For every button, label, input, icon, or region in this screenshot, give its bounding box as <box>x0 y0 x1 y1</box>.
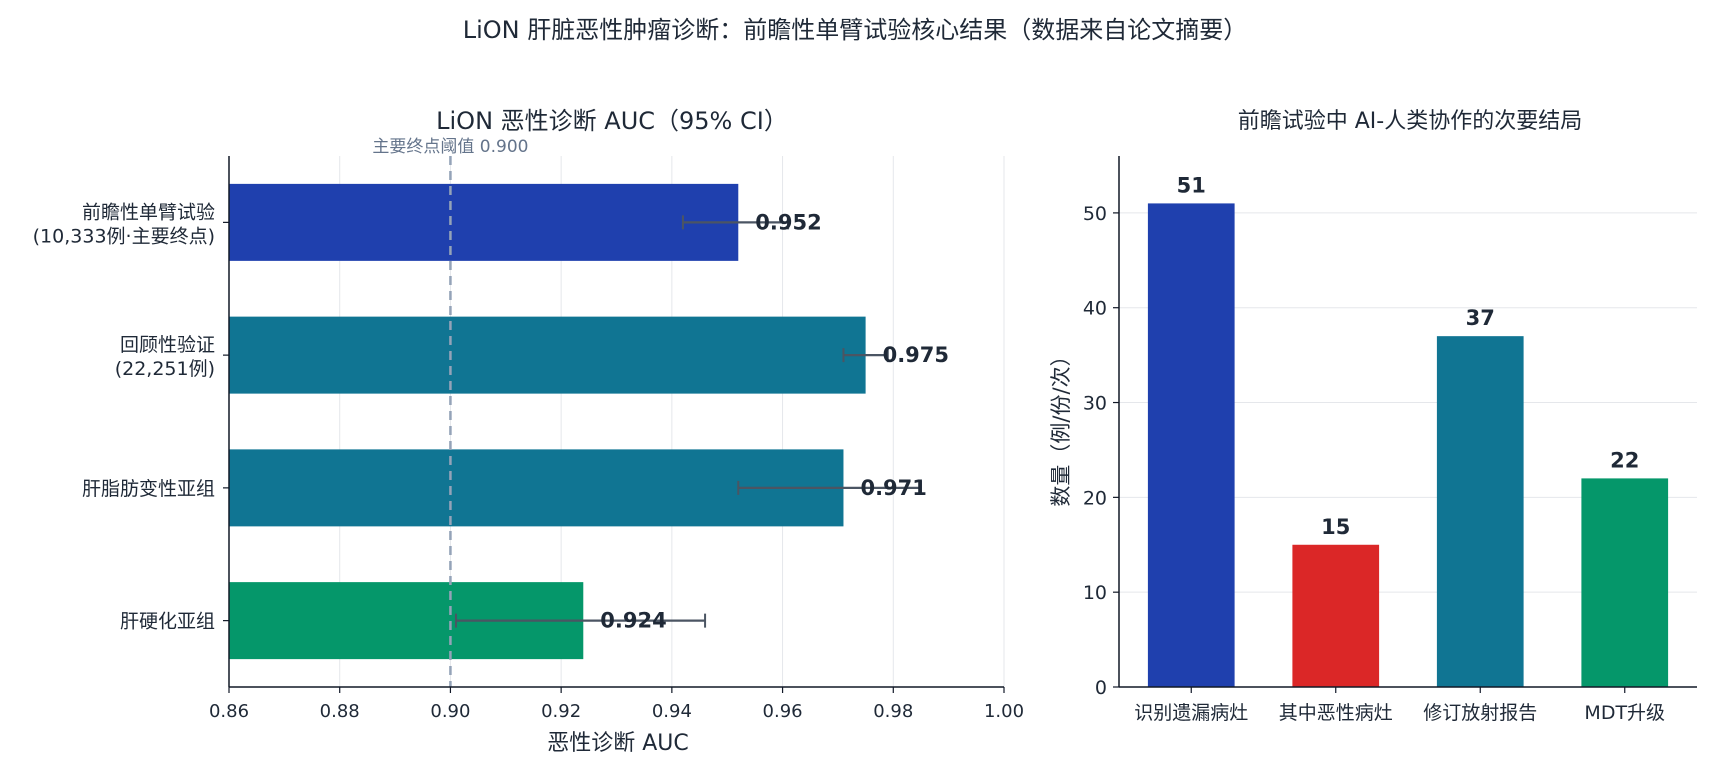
outcomes-bar <box>1147 203 1235 688</box>
outcomes-bar <box>1292 544 1380 687</box>
auc-y-ticks: 前瞻性单臂试验(10,333例·主要终点) 回顾性验证(22,251例) 肝脂肪变性… <box>33 201 229 633</box>
auc-x-tick-label: 0.98 <box>873 701 913 722</box>
outcomes-y-tick-label: 10 <box>1083 582 1107 604</box>
outcomes-category-label: 修订放射报告 <box>1423 702 1537 724</box>
auc-category-label: 肝硬化亚组 <box>120 611 215 633</box>
outcomes-y-ticks: 0 10 20 30 40 50 <box>1083 203 1119 699</box>
auc-value-label: 0.971 <box>860 476 926 500</box>
auc-bar <box>229 316 866 394</box>
auc-category-sublabel: (22,251例) <box>115 358 215 380</box>
auc-category-label: 肝脂肪变性亚组 <box>82 478 215 500</box>
auc-category-sublabel: (10,333例·主要终点) <box>33 225 215 247</box>
auc-category-label: 回顾性验证 <box>120 334 215 356</box>
outcomes-value-labels: 51 15 37 22 <box>1177 173 1640 538</box>
outcomes-bar <box>1436 336 1524 687</box>
auc-value-label: 0.952 <box>755 210 821 234</box>
outcomes-value-label: 51 <box>1177 173 1206 197</box>
outcomes-y-tick-label: 30 <box>1083 393 1107 415</box>
threshold-label: 主要终点阈值 0.900 <box>372 137 528 157</box>
outcomes-y-tick-label: 20 <box>1083 487 1107 509</box>
outcomes-value-label: 22 <box>1610 448 1639 472</box>
outcomes-bars <box>1147 203 1669 688</box>
outcomes-category-label: 识别遗漏病灶 <box>1134 702 1248 724</box>
outcomes-category-label: MDT升级 <box>1584 702 1665 724</box>
outcomes-y-tick-label: 40 <box>1083 298 1107 320</box>
auc-value-label: 0.924 <box>600 609 666 633</box>
auc-x-axis-label: 恶性诊断 AUC <box>547 731 689 756</box>
outcomes-chart-title: 前瞻试验中 AI-人类协作的次要结局 <box>1238 109 1582 134</box>
auc-x-tick-label: 0.96 <box>763 701 803 722</box>
auc-value-label: 0.975 <box>883 343 949 367</box>
auc-error-bars <box>454 215 922 628</box>
outcomes-category-label: 其中恶性病灶 <box>1279 702 1393 724</box>
outcomes-y-tick-label: 0 <box>1095 677 1107 699</box>
auc-bars <box>229 183 866 660</box>
auc-x-tick-label: 0.86 <box>209 701 249 722</box>
auc-chart-title: LiON 恶性诊断 AUC（95% CI） <box>436 107 788 135</box>
secondary-outcomes-chart: 51 15 37 22 0 10 20 30 40 50 识别遗漏病灶 其中恶性病灶 修订放射报告 M… <box>1049 109 1697 724</box>
auc-x-ticks: 0.86 0.88 0.90 0.92 0.94 0.96 0.98 1.00 <box>209 687 1024 722</box>
outcomes-x-ticks: 识别遗漏病灶 其中恶性病灶 修订放射报告 MDT升级 <box>1134 687 1665 724</box>
auc-x-tick-label: 0.92 <box>541 701 581 722</box>
outcomes-y-tick-label: 50 <box>1083 203 1107 225</box>
outcomes-y-axis-label: 数量（例/份/次） <box>1049 345 1073 506</box>
auc-bar <box>229 183 739 261</box>
outcomes-value-label: 37 <box>1466 306 1495 330</box>
auc-value-labels: 0.952 0.975 0.971 0.924 <box>600 210 949 632</box>
auc-x-tick-label: 0.94 <box>652 701 692 722</box>
outcomes-value-label: 15 <box>1321 515 1350 539</box>
auc-x-tick-label: 0.90 <box>430 701 470 722</box>
figure-title: LiON 肝脏恶性肿瘤诊断：前瞻性单臂试验核心结果（数据来自论文摘要） <box>463 16 1248 44</box>
outcomes-bar <box>1581 478 1669 687</box>
auc-category-label: 前瞻性单臂试验 <box>82 201 215 223</box>
auc-x-tick-label: 1.00 <box>984 701 1024 722</box>
auc-x-tick-label: 0.88 <box>320 701 360 722</box>
